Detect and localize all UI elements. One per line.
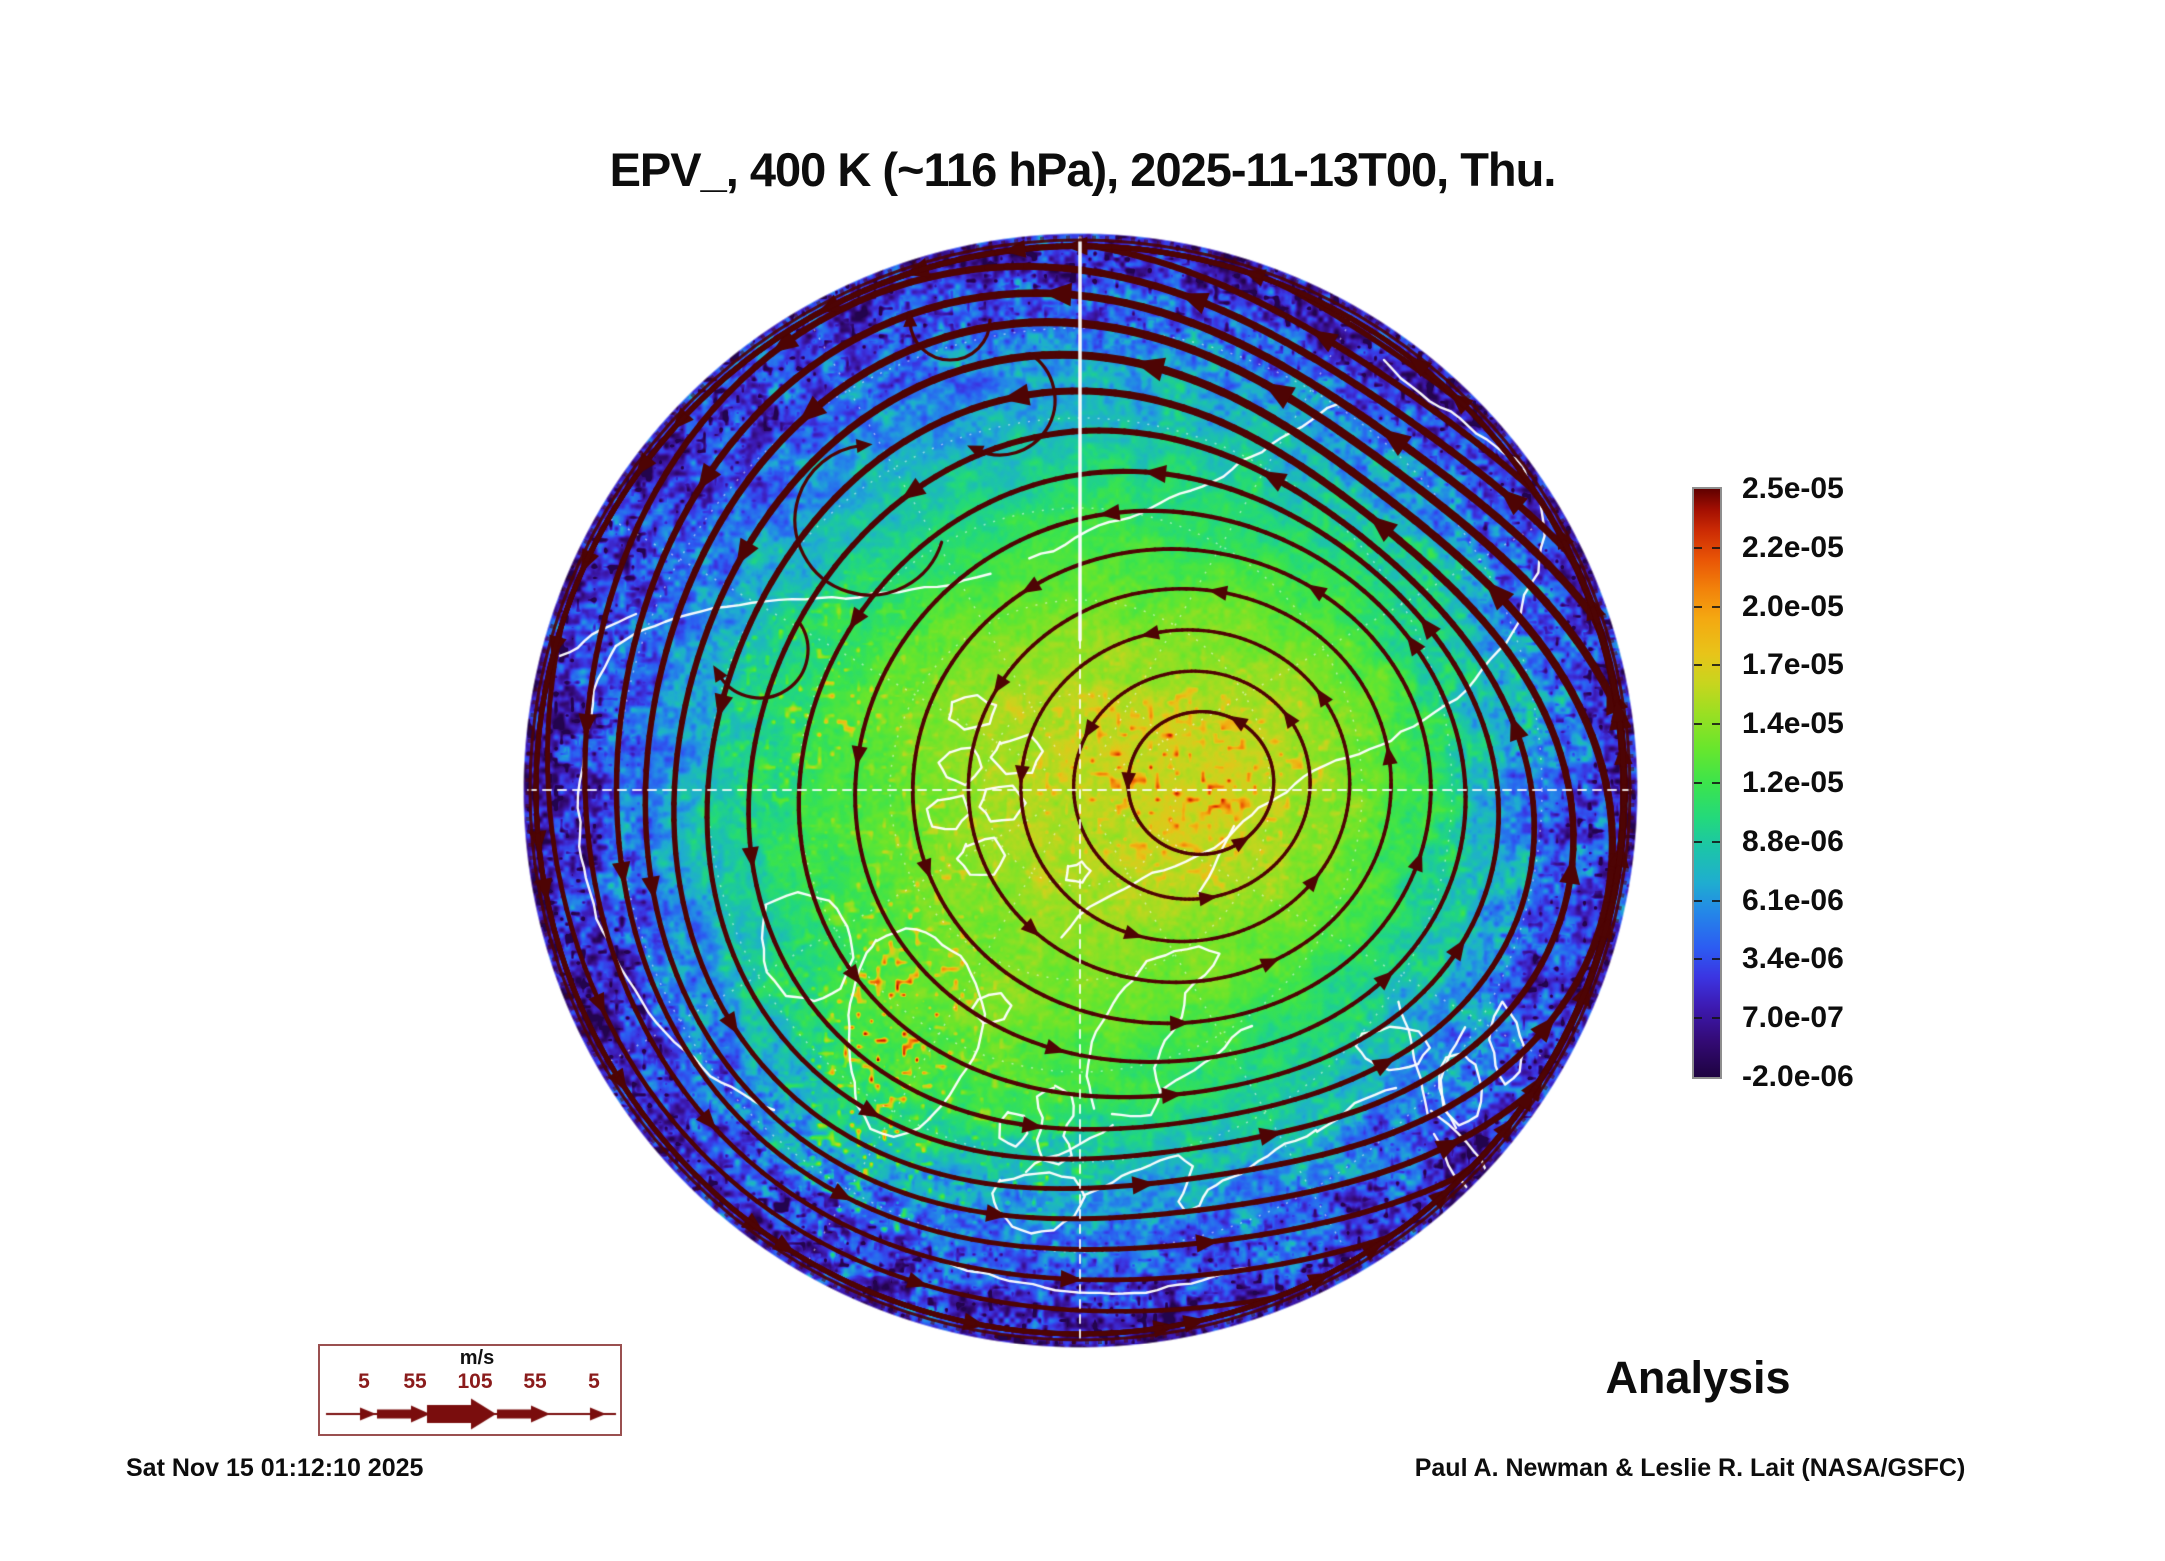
wind-legend-speed-label: 55 <box>523 1370 547 1393</box>
credit-label: Paul A. Newman & Leslie R. Lait (NASA/GS… <box>1414 1454 1966 1482</box>
colorbar-tick-label: -2.0e-06 <box>1742 1060 1854 1093</box>
colorbar-tick <box>1712 782 1720 784</box>
colorbar-tick <box>1694 723 1702 725</box>
colorbar-gradient <box>1692 487 1722 1079</box>
colorbar-tick <box>1694 841 1702 843</box>
colorbar-tick <box>1712 664 1720 666</box>
timestamp-label: Sat Nov 15 01:12:10 2025 <box>126 1454 424 1482</box>
colorbar-tick <box>1694 664 1702 666</box>
colorbar-tick <box>1712 723 1720 725</box>
colorbar-tick <box>1712 958 1720 960</box>
wind-legend-speed-label: 105 <box>457 1370 493 1393</box>
colorbar-tick-label: 7.0e-07 <box>1742 1001 1844 1035</box>
colorbar-tick-label: 8.8e-06 <box>1742 824 1844 858</box>
colorbar-tick <box>1694 547 1702 549</box>
colorbar-tick-label: 1.4e-05 <box>1742 707 1844 741</box>
colorbar-tick-label: 1.7e-05 <box>1742 648 1844 682</box>
colorbar-tick <box>1712 900 1720 902</box>
wind-legend-unit-label: m/s <box>459 1347 495 1369</box>
colorbar-tick <box>1694 606 1702 608</box>
wind-legend-speed-label: 5 <box>588 1370 600 1393</box>
wind-arrow-scale-icon <box>320 1394 620 1434</box>
wind-legend-speed-label: 5 <box>358 1370 370 1393</box>
colorbar-labels: 2.5e-05 2.2e-05 2.0e-05 1.7e-05 1.4e-05 1.2e-… <box>1742 472 1962 1093</box>
colorbar-tick <box>1712 547 1720 549</box>
colorbar-tick <box>1712 606 1720 608</box>
colorbar-tick-label: 2.0e-05 <box>1742 589 1844 623</box>
colorbar-tick-label: 6.1e-06 <box>1742 883 1844 917</box>
colorbar-tick-label: 2.5e-05 <box>1742 472 1844 505</box>
colorbar-tick-label: 1.2e-05 <box>1742 766 1844 799</box>
colorbar-tick <box>1694 782 1702 784</box>
colorbar-tick <box>1694 900 1702 902</box>
analysis-label: Analysis <box>1605 1352 1791 1403</box>
colorbar-tick-label: 2.2e-05 <box>1742 530 1844 564</box>
colorbar-tick <box>1694 1017 1702 1019</box>
colorbar-tick <box>1712 841 1720 843</box>
colorbar-tick <box>1694 958 1702 960</box>
page-title: EPV_, 400 K (~116 hPa), 2025-11-13T00, T… <box>609 143 1557 196</box>
wind-legend-speed-label: 55 <box>403 1370 427 1393</box>
wind-speed-legend-box: m/s 5 55 105 55 5 <box>318 1344 622 1436</box>
colorbar-tick-label: 3.4e-06 <box>1742 942 1844 976</box>
colorbar-tick <box>1712 1017 1720 1019</box>
